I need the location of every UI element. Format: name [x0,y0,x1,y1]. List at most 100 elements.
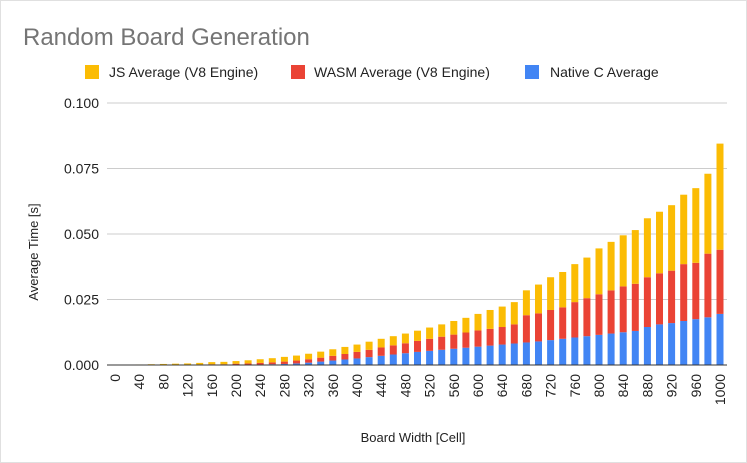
legend: JS Average (V8 Engine) WASM Average (V8 … [85,64,659,80]
legend-swatch-js [85,65,99,79]
x-tick-label: 320 [301,374,317,398]
x-tick-label: 360 [325,374,341,398]
bar-segment [547,277,555,310]
bar-segment [401,343,409,354]
bar-segment [498,306,506,328]
bar-segment [631,230,639,284]
bar-segment [256,359,264,363]
bar-segment [426,350,434,365]
bar-segment [438,349,446,365]
bar-segment [656,324,663,365]
bar-segment [559,307,567,339]
bar-segment [462,332,470,348]
bar-segment [631,283,639,331]
bar-segment [450,320,458,335]
bar-segment [535,341,542,365]
x-tick-label: 80 [155,374,171,390]
bar-segment [522,342,530,365]
x-tick-label: 760 [567,374,583,398]
y-tick-label: 0.025 [64,292,99,308]
bar-segment [172,363,179,365]
x-tick-label: 400 [349,374,365,398]
y-tick-label: 0.050 [64,226,99,242]
bar-segment [293,355,300,361]
bar-segment [462,347,470,365]
bar-segment [607,241,615,291]
bar-segment [535,313,542,342]
bar-segment [547,340,555,365]
bar-segment [220,361,228,365]
bar-segment [353,351,361,359]
bar-segment [232,361,240,364]
bar-segment [474,313,482,331]
x-tick-label: 600 [470,374,486,398]
bar-segment [341,353,349,360]
y-axis-title: Average Time [s] [26,203,41,300]
bar-segment [595,294,603,335]
bar-segment [680,194,688,265]
bar-segment [716,313,724,365]
x-tick-label: 200 [228,374,244,398]
y-tick-label: 0.000 [64,357,99,373]
bar-segment [643,327,651,365]
x-tick-label: 960 [688,374,704,398]
bar-segment [607,333,615,365]
bar-segment [559,271,567,308]
bar-segment [438,324,446,337]
bar-segment [329,355,337,361]
bar-segment [438,336,446,350]
bar-segment [414,351,421,365]
bar-segment [389,354,397,365]
x-tick-label: 160 [204,374,220,398]
bar-segment [208,362,216,365]
bar-segment [486,309,494,329]
x-tick-label: 840 [615,374,631,398]
bar-segment [535,284,542,314]
bar-segment [668,205,676,271]
bar-segment [474,330,482,347]
bar-segment [656,211,663,274]
bar-segment [462,317,470,333]
x-tick-label: 1000 [712,374,728,405]
bar-segment [293,363,300,365]
bar-segment [293,360,300,364]
bar-segment [571,337,579,365]
bar-segment [268,358,276,363]
bar-segment [365,341,373,350]
bar-segment [341,359,349,365]
bar-segment [486,328,494,346]
bar-segment [607,290,615,334]
legend-label-js: JS Average (V8 Engine) [109,64,258,80]
bar-segment [583,336,591,365]
bar-segment [474,346,482,365]
bar-segment [643,218,651,278]
bar-segment [595,334,603,365]
bar-segment [365,349,373,358]
bar-segment [305,359,313,363]
bar-segment [547,309,555,341]
x-tick-label: 440 [373,374,389,398]
bar-segment [414,340,421,352]
bar-segment [631,330,639,365]
bar-segment [704,317,712,365]
bar-segment [353,344,361,352]
bar-segment [196,362,204,365]
bar-segment [583,257,591,299]
bar-segment [268,362,276,365]
bar-segment [329,349,337,356]
bar-segment [571,302,579,338]
bar-segment [450,348,458,365]
x-tick-label: 920 [664,374,680,398]
bar-segment [317,361,325,365]
x-tick-label: 520 [422,374,438,398]
bar-segment [510,302,518,325]
x-tick-label: 40 [131,374,147,390]
bar-segment [280,363,288,365]
bar-segment [184,363,192,365]
x-tick-label: 800 [591,374,607,398]
bar-segment [559,338,567,365]
x-tick-label: 880 [639,374,655,398]
bar-segment [668,323,676,365]
